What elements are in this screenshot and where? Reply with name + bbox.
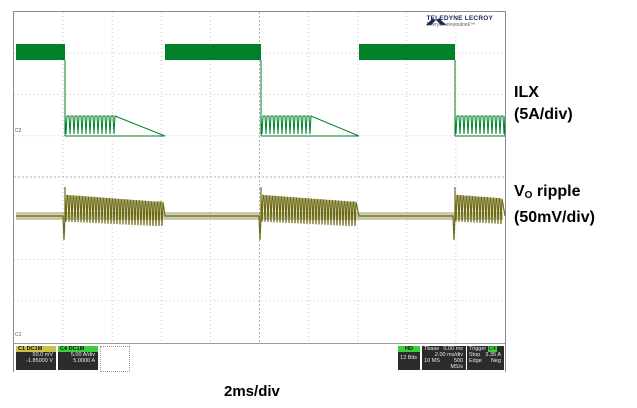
channel-4-tag: C4: [60, 346, 68, 352]
hd-bits: 12 Bits: [400, 355, 417, 361]
vo-ripple-scale: (50mV/div): [514, 209, 595, 226]
ilx-label: ILX (5A/div): [514, 82, 573, 126]
timebase-per-div: 2.00 ms/div: [434, 352, 463, 358]
channel-1-descriptor[interactable]: C1 DC1M 50.0 mV -1.85000 V: [16, 346, 56, 370]
hd-tag: HD: [398, 346, 420, 352]
ilx-scale: (5A/div): [514, 106, 573, 123]
oscilloscope-screen: TELEDYNE LECROY Everywhereyoulook™ C2 C1…: [13, 11, 506, 372]
current-low-ringing: [260, 115, 360, 137]
trigger-source: Edge: [469, 358, 482, 364]
channel-1-ground-marker: C1: [15, 332, 22, 338]
channel-1-mode: DC1M: [26, 346, 43, 352]
brand-tagline: Everywhereyoulook™: [426, 21, 476, 28]
current-low-ringing: [454, 115, 505, 136]
channel-1-tag: C1: [18, 346, 26, 352]
channel-4-descriptor[interactable]: C4 DC1M 5.00 A/div 5.0000 A: [58, 346, 98, 370]
timebase-label: Tbase: [424, 346, 440, 352]
voltage-ripple-trace: [16, 187, 505, 241]
channel-4-offset: 5.0000 A: [73, 358, 95, 364]
brand-name: TELEDYNE LECROY: [426, 15, 493, 22]
brand-logo-block: TELEDYNE LECROY Everywhereyoulook™: [426, 15, 493, 28]
vo-ripple-title: VO ripple: [514, 181, 595, 207]
trigger-slope: Neg: [490, 358, 501, 364]
current-high-band: [16, 44, 65, 60]
channel-1-scale: 50.0 mV: [32, 352, 53, 358]
empty-channel-slot: [100, 346, 130, 372]
timebase-rate: 500 MS/s: [450, 358, 463, 370]
voltage-trace-band: [16, 212, 503, 220]
teledyne-logo-icon: [426, 18, 447, 25]
trigger-type: Stop: [469, 352, 481, 358]
trigger-level: 3.35 A: [485, 352, 501, 358]
current-high-band: [165, 44, 261, 60]
trigger-channel: C4: [487, 346, 497, 352]
trigger-descriptor[interactable]: Trigger C4 Stop 3.35 A Edge Neg: [467, 346, 504, 370]
scope-info-bar: C1 DC1M 50.0 mV -1.85000 V C4 DC1M 5.00 …: [14, 343, 505, 372]
vo-prefix: V: [514, 183, 525, 200]
channel-1-offset: -1.85000 V: [26, 358, 53, 364]
scope-grid: [14, 12, 505, 342]
current-low-ringing: [64, 115, 166, 137]
vo-suffix: ripple: [532, 183, 581, 200]
vo-subscript: O: [524, 190, 533, 201]
timebase-descriptor[interactable]: Tbase 0.00 ms 2.00 ms/div 10 MS 500 MS/s: [422, 346, 466, 370]
hd-mode-descriptor[interactable]: HD 12 Bits: [398, 346, 420, 370]
vo-ripple-label: VO ripple (50mV/div): [514, 181, 595, 229]
current-high-band: [359, 44, 455, 60]
scope-traces: [16, 44, 505, 241]
timebase-label-bottom: 2ms/div: [224, 383, 280, 400]
ilx-title: ILX: [514, 84, 539, 101]
channel-4-scale: 5.00 A/div: [70, 352, 95, 358]
channel-4-mode: DC1M: [68, 346, 85, 352]
timebase-samples: 10 MS: [424, 358, 440, 364]
channel-2-ground-marker: C2: [15, 128, 22, 134]
timebase-delay: 0.00 ms: [443, 346, 463, 352]
trigger-label: Trigger: [469, 346, 487, 352]
